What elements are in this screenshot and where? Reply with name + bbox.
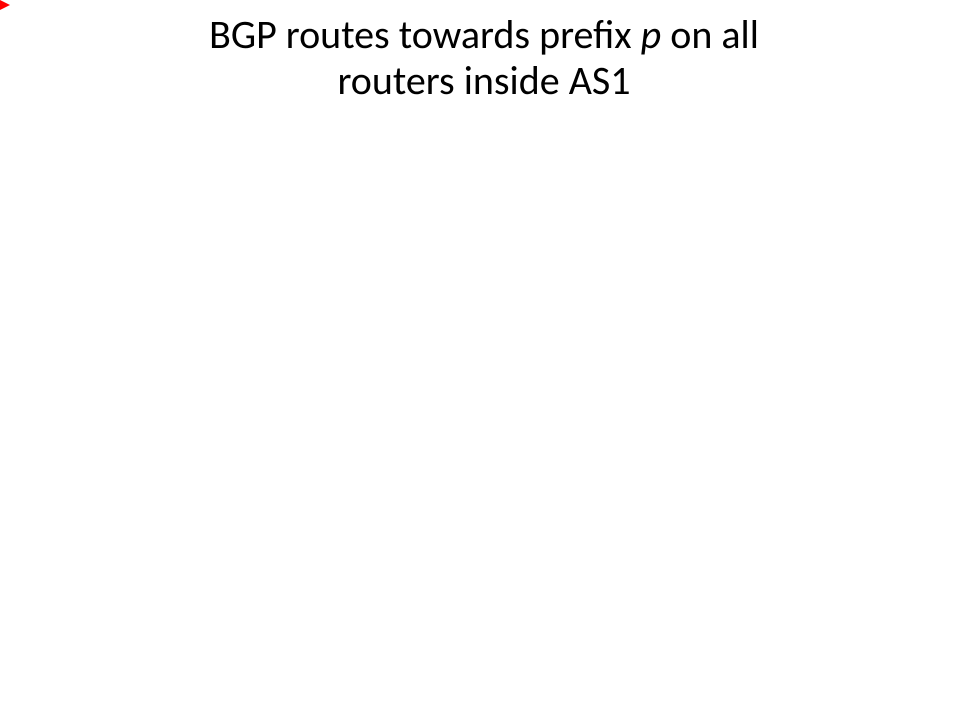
network-diagram <box>0 0 968 718</box>
